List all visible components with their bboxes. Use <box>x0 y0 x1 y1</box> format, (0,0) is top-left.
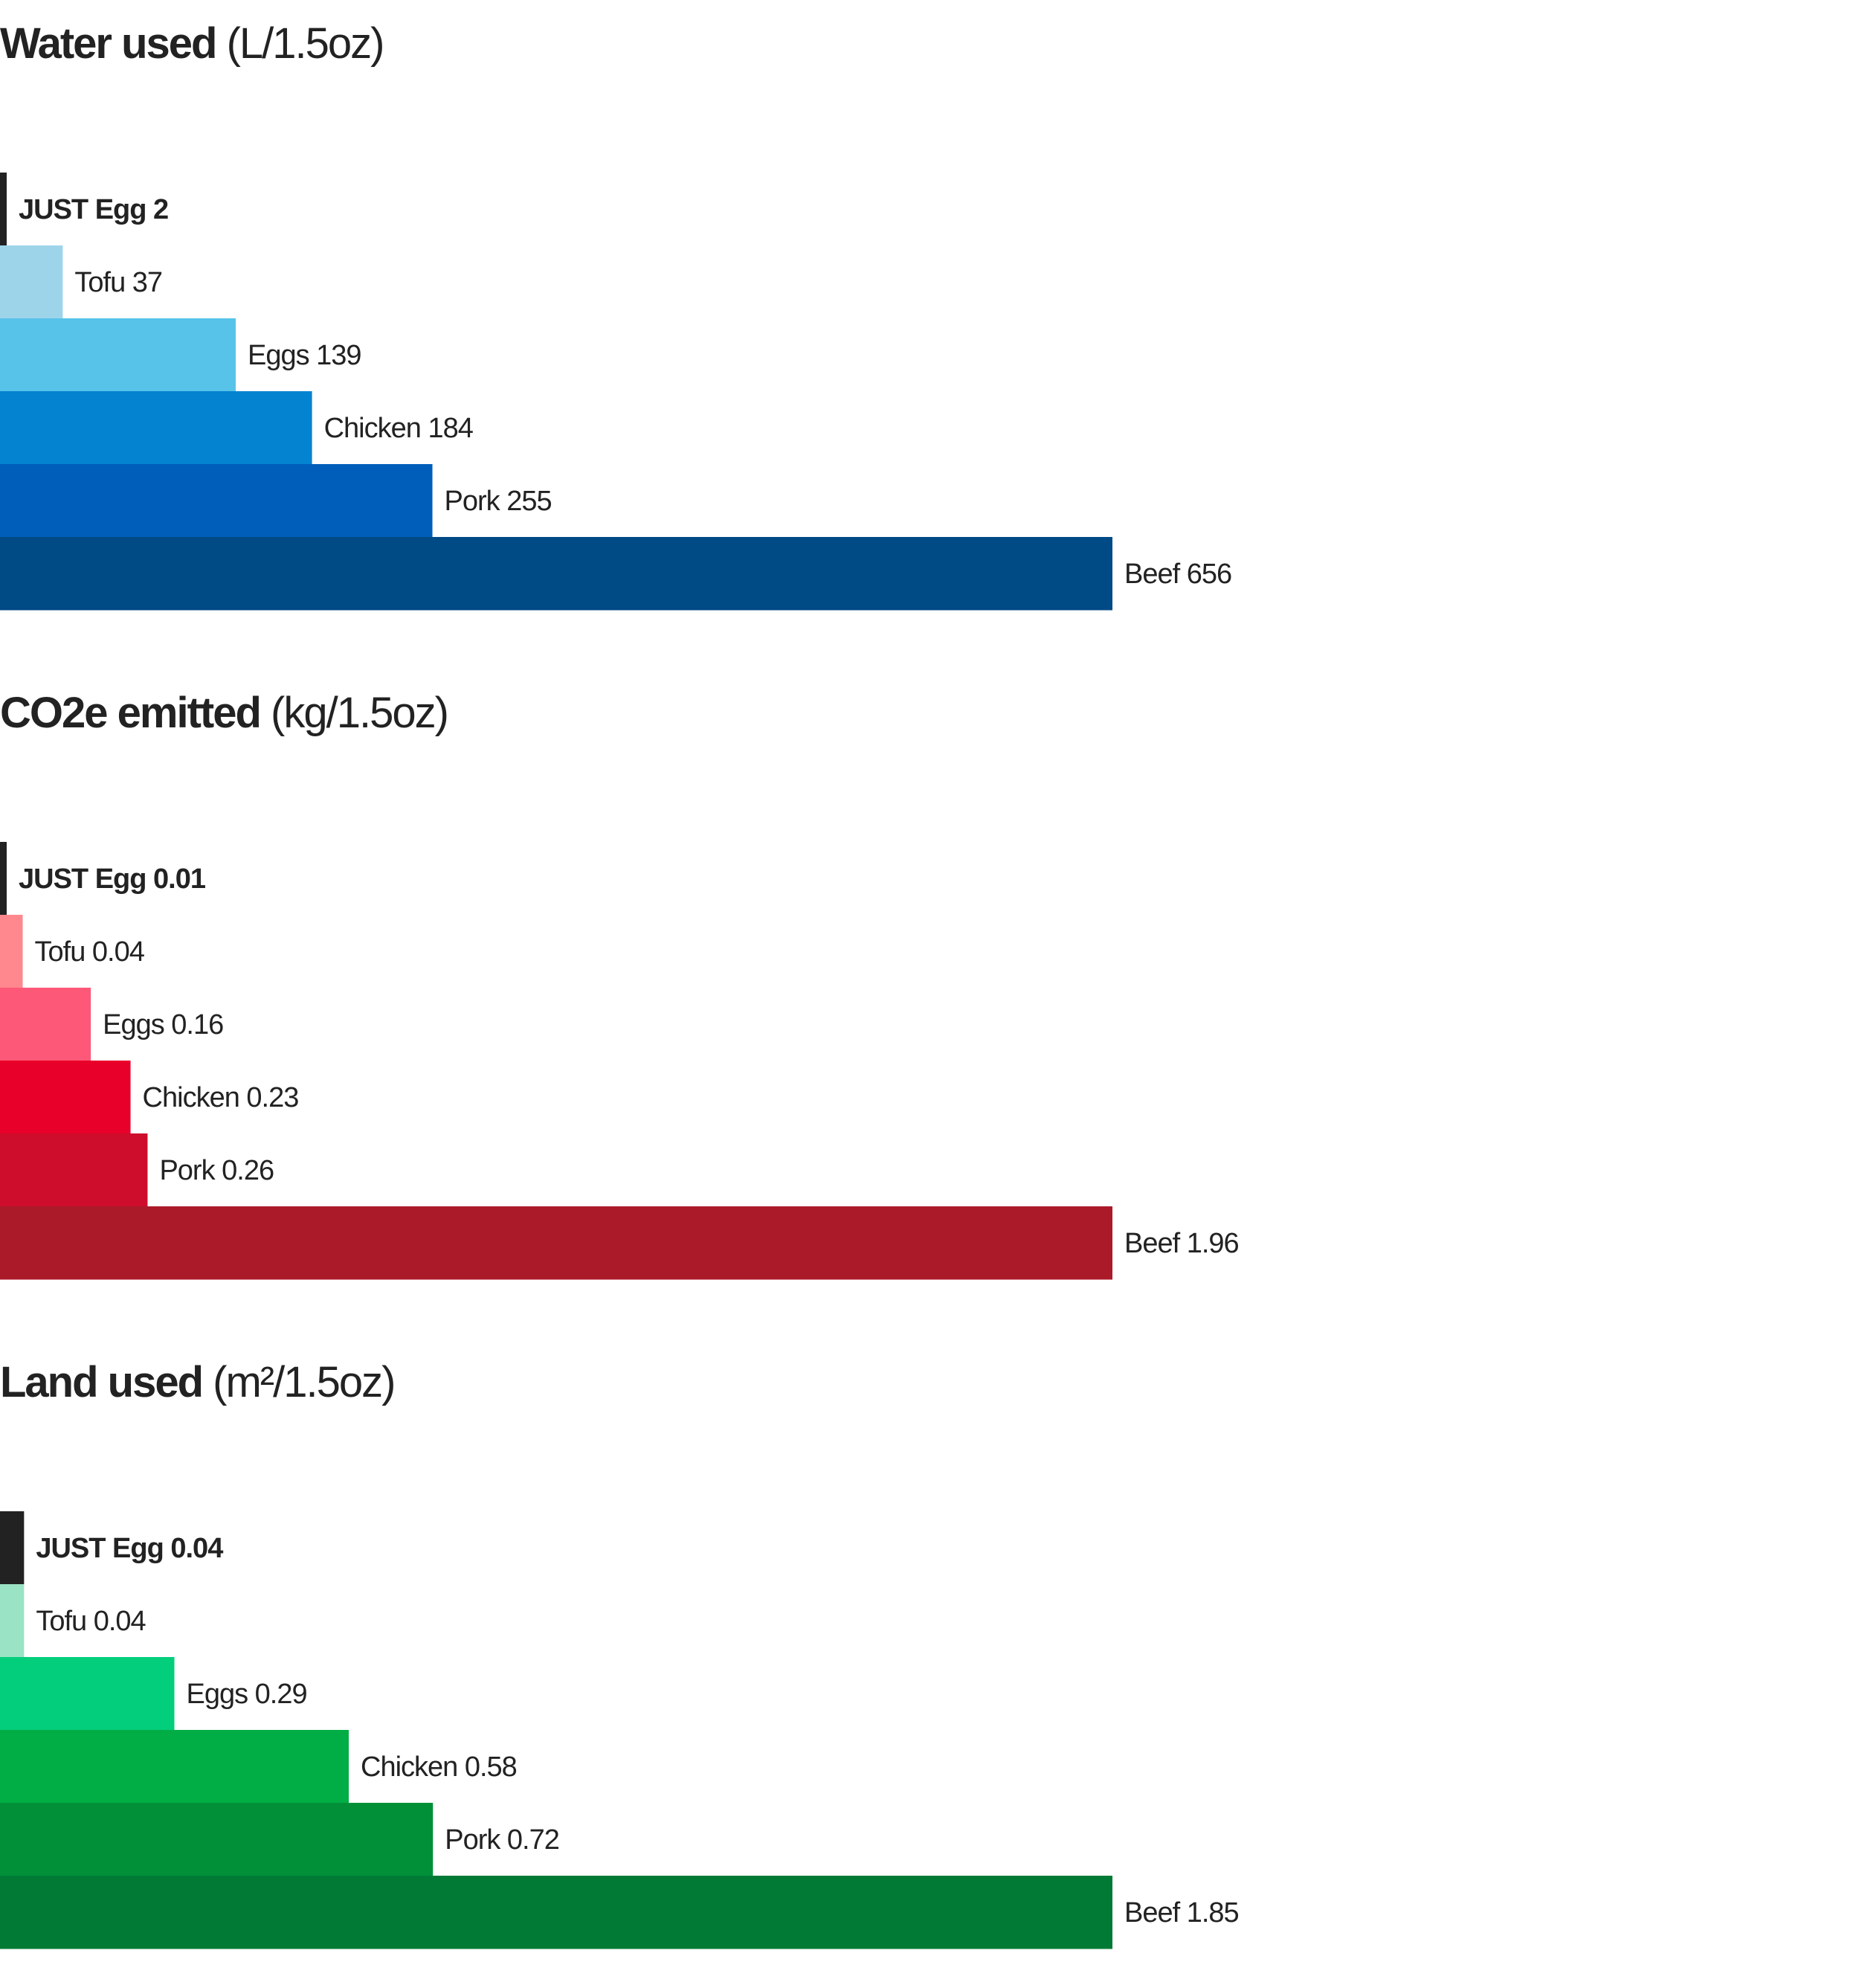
land-pork-bar <box>0 1803 434 1876</box>
water-chart-unit: (L/1.5oz) <box>226 19 385 68</box>
co2-eggs-bar <box>0 988 91 1061</box>
water-chicken-label: Chicken 184 <box>324 413 474 444</box>
land-eggs-bar <box>0 1657 175 1731</box>
land-just-egg-label: JUST Egg 0.04 <box>36 1533 223 1564</box>
land-tofu-bar <box>0 1584 25 1658</box>
land-beef-bar <box>0 1876 1112 1949</box>
co2-chart-unit: (kg/1.5oz) <box>271 689 449 737</box>
land-chart-title: Land used (m²/1.5oz) <box>0 1358 396 1406</box>
land-chart: Land used (m²/1.5oz) JUST Egg 0.04 Tofu 0… <box>0 1339 1859 1978</box>
water-tofu-bar <box>0 245 63 319</box>
co2-beef-bar <box>0 1206 1112 1280</box>
land-chart-metric: Land used <box>0 1358 204 1406</box>
water-chart-bars: JUST Egg 2 Tofu 37 Eggs 139 Chicken 184 Pork… <box>0 173 1232 611</box>
water-chicken-bar <box>0 391 312 465</box>
co2-beef-label: Beef 1.96 <box>1124 1228 1239 1259</box>
water-beef-bar <box>0 537 1112 611</box>
co2-chart-metric: CO2e emitted <box>0 689 262 737</box>
co2-pork-label: Pork 0.26 <box>159 1155 274 1186</box>
water-beef-label: Beef 656 <box>1124 559 1231 590</box>
water-chart-metric: Water used <box>0 19 217 68</box>
land-tofu-label: Tofu 0.04 <box>36 1606 146 1637</box>
water-eggs-label: Eggs 139 <box>248 340 361 371</box>
co2-chicken-bar <box>0 1061 131 1134</box>
co2-tofu-bar <box>0 915 23 988</box>
water-eggs-bar <box>0 318 236 392</box>
land-just-egg-bar <box>0 1511 25 1585</box>
co2-pork-bar <box>0 1133 148 1207</box>
co2-eggs-label: Eggs 0.16 <box>103 1009 223 1040</box>
co2-chart-title: CO2e emitted (kg/1.5oz) <box>0 689 449 737</box>
water-just-egg-label: JUST Egg 2 <box>19 194 168 225</box>
co2-chart-bars: JUST Egg 0.01 Tofu 0.04 Eggs 0.16 Chicken 0… <box>0 842 1240 1280</box>
land-eggs-label: Eggs 0.29 <box>187 1679 307 1710</box>
water-pork-bar <box>0 464 433 538</box>
land-chart-unit: (m²/1.5oz) <box>213 1358 396 1406</box>
land-pork-label: Pork 0.72 <box>445 1824 559 1856</box>
land-chicken-bar <box>0 1730 349 1804</box>
land-beef-label: Beef 1.85 <box>1124 1897 1239 1929</box>
water-just-egg-bar <box>0 173 7 246</box>
water-pork-label: Pork 255 <box>445 486 552 517</box>
water-chart: Water used (L/1.5oz) JUST Egg 2 Tofu 37 Eg… <box>0 0 1859 640</box>
co2-chart: CO2e emitted (kg/1.5oz) JUST Egg 0.01 Tof… <box>0 669 1859 1309</box>
water-chart-title: Water used (L/1.5oz) <box>0 22 384 65</box>
co2-tofu-label: Tofu 0.04 <box>35 936 145 968</box>
land-chart-bars: JUST Egg 0.04 Tofu 0.04 Eggs 0.29 Chicken 0… <box>0 1511 1240 1949</box>
water-tofu-label: Tofu 37 <box>74 267 162 298</box>
land-chicken-label: Chicken 0.58 <box>361 1751 517 1783</box>
co2-just-egg-bar <box>0 842 7 916</box>
co2-chicken-label: Chicken 0.23 <box>143 1082 299 1113</box>
co2-just-egg-label: JUST Egg 0.01 <box>19 863 206 895</box>
